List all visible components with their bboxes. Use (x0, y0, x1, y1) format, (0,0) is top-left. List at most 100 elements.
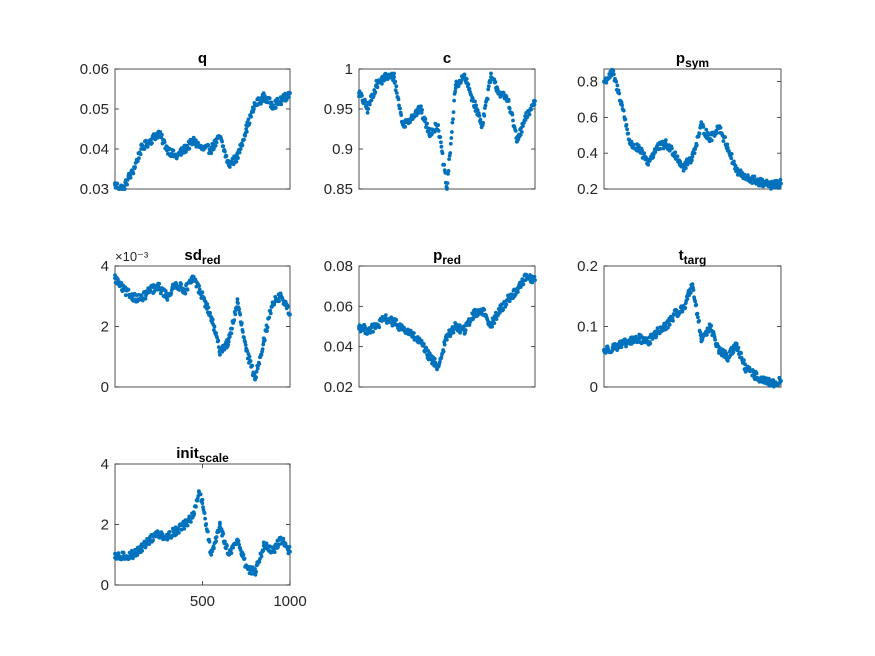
data-point (532, 102, 537, 107)
ytick-label: 0.6 (577, 109, 598, 126)
series-points-sd_red (113, 273, 292, 382)
ytick-label: 0.95 (324, 101, 353, 118)
data-point (145, 145, 150, 149)
subplot-title: c (443, 50, 451, 67)
data-point (288, 312, 292, 317)
ytick-label: 0.08 (324, 258, 353, 275)
data-point (779, 181, 783, 186)
data-point (453, 83, 458, 87)
data-point (239, 321, 244, 326)
data-point (135, 159, 140, 164)
data-point (244, 127, 249, 131)
xtick-label: 500 (190, 593, 215, 610)
data-point (425, 121, 429, 126)
data-point (635, 340, 640, 344)
data-point (497, 308, 502, 313)
data-point (121, 288, 126, 293)
data-point (521, 124, 525, 128)
data-point (619, 101, 624, 105)
data-point (198, 492, 203, 497)
data-point (670, 146, 674, 151)
data-point (261, 543, 266, 548)
data-point (394, 91, 399, 95)
data-point (226, 552, 231, 557)
data-point (205, 302, 210, 306)
data-point (695, 311, 700, 316)
data-point (515, 288, 520, 293)
data-point (501, 90, 506, 95)
data-point (483, 103, 488, 108)
data-point (235, 297, 240, 301)
data-point (489, 322, 493, 327)
data-point (708, 137, 712, 141)
data-point (130, 294, 135, 299)
data-point (247, 121, 252, 126)
data-point (227, 334, 232, 339)
data-point (446, 172, 450, 176)
data-point (121, 187, 126, 191)
data-point (138, 152, 143, 157)
data-point (681, 306, 686, 311)
data-point (743, 176, 748, 181)
data-point (165, 298, 170, 302)
data-point (126, 287, 131, 292)
data-point (187, 146, 192, 151)
data-point (240, 143, 245, 148)
subplot-q: 0.03 0.04 0.05 0.06 q (80, 50, 292, 198)
data-point (760, 177, 765, 182)
data-point (247, 354, 252, 359)
ytick-label: 0.02 (324, 379, 353, 396)
data-point (130, 171, 135, 175)
data-point (223, 539, 227, 544)
data-point (442, 163, 447, 167)
data-point (729, 152, 734, 156)
data-point (265, 329, 269, 333)
data-point (436, 123, 440, 127)
data-point (450, 120, 455, 125)
data-point (125, 178, 130, 182)
data-point (383, 313, 388, 317)
data-point (394, 318, 399, 322)
subplot-init_scale: 0 2 4 500 1000 initscale (101, 445, 307, 610)
data-point (261, 95, 266, 99)
data-point (369, 98, 374, 103)
ytick-label: 0 (101, 577, 109, 594)
data-point (160, 132, 164, 137)
data-point (147, 542, 152, 546)
data-point (770, 183, 774, 188)
series-points-p_red (357, 272, 537, 372)
data-point (518, 133, 523, 137)
data-point (725, 142, 730, 147)
data-point (615, 83, 620, 88)
data-point (708, 324, 712, 329)
data-point (392, 75, 396, 79)
data-point (174, 528, 179, 533)
data-point (742, 358, 746, 362)
data-point (475, 108, 480, 113)
data-point (752, 174, 757, 179)
data-point (204, 522, 209, 526)
data-point (489, 71, 493, 76)
data-point (616, 88, 620, 93)
data-point (418, 107, 423, 111)
data-point (197, 287, 202, 292)
data-point (642, 151, 647, 156)
axes-box-p_sym (603, 68, 782, 190)
data-point (174, 282, 179, 286)
data-point (215, 335, 220, 340)
ytick-label: 0.85 (324, 181, 353, 198)
data-point (696, 315, 700, 320)
data-point (113, 276, 117, 280)
data-point (209, 147, 214, 151)
data-point (139, 297, 144, 302)
data-point (529, 107, 533, 112)
data-point (447, 157, 451, 162)
data-point (752, 373, 757, 377)
data-point (265, 325, 270, 330)
ytick-label: 0.04 (324, 339, 353, 356)
data-point (156, 131, 161, 135)
data-point (212, 546, 216, 551)
data-point (699, 124, 704, 129)
series-points-init_scale (113, 489, 292, 577)
data-point (530, 280, 535, 285)
